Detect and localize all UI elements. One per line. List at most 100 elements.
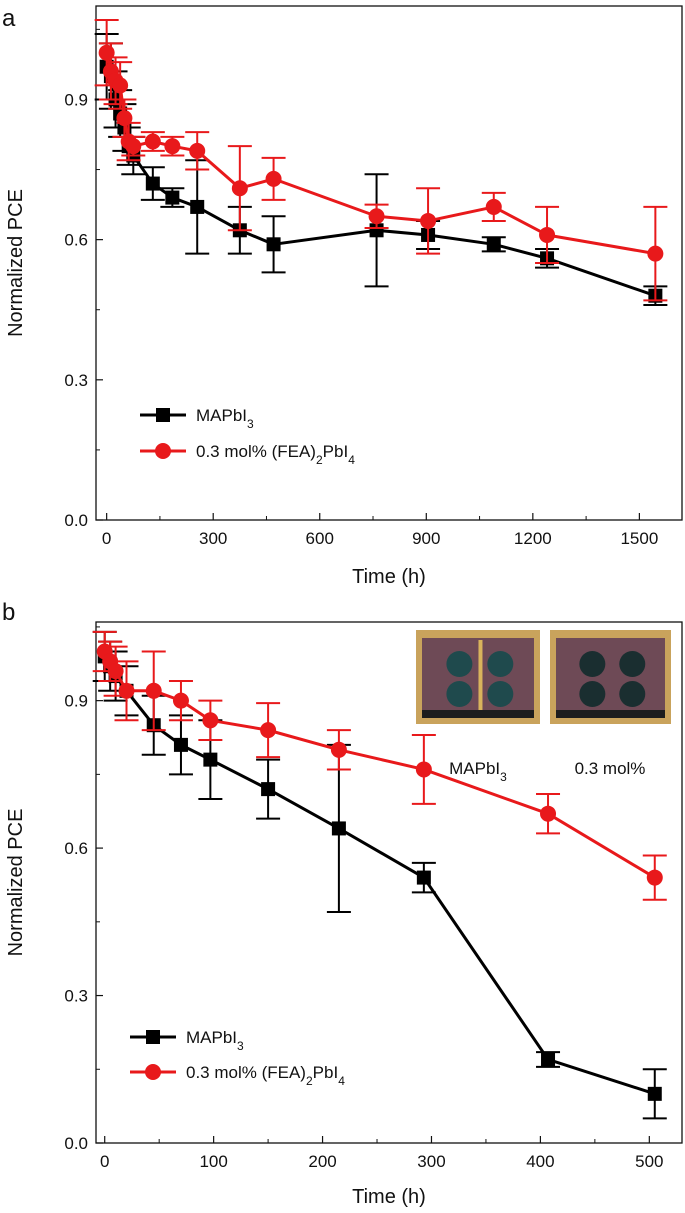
y-tick-label: 0.0 — [64, 1134, 88, 1153]
y-tick-label: 0.3 — [64, 371, 88, 390]
data-point-square — [145, 176, 160, 191]
x-tick-label: 200 — [308, 1152, 336, 1171]
plot-frame — [95, 5, 683, 521]
data-point-square — [416, 870, 431, 885]
data-point-square — [541, 1052, 556, 1067]
photo-electrode-pad — [487, 681, 514, 707]
data-point-square — [261, 782, 276, 797]
legend-label-sub: 3 — [237, 1039, 244, 1053]
photo-electrode-pad — [579, 651, 606, 677]
legend-label-rest: PbI — [323, 442, 349, 461]
inset-label: 0.3 mol% — [575, 759, 646, 778]
photo-electrode-pad — [579, 681, 606, 707]
legend-label: MAPbI3 — [196, 406, 254, 431]
legend-label: MAPbI3 — [186, 1028, 244, 1053]
series-line — [105, 66, 656, 298]
y-tick-label: 0.6 — [64, 839, 88, 858]
square-marker-icon — [146, 1030, 160, 1044]
legend-label-sub: 4 — [348, 453, 355, 467]
x-tick-label: 0 — [102, 529, 111, 548]
x-tick-label: 300 — [417, 1152, 445, 1171]
x-tick-label: 400 — [526, 1152, 554, 1171]
series-fea — [92, 630, 667, 901]
legend-label-text: MAPbI — [196, 406, 247, 425]
data-point-square — [203, 752, 218, 767]
legend-label-sub: 3 — [247, 417, 254, 431]
legend-label-text: 0.3 mol% (FEA) — [196, 442, 316, 461]
data-point-circle — [485, 198, 502, 215]
y-tick-label: 0.0 — [64, 511, 88, 530]
data-point-circle — [116, 110, 133, 127]
x-tick-label: 900 — [412, 529, 440, 548]
x-tick-label: 0 — [100, 1152, 109, 1171]
data-point-circle — [368, 208, 385, 225]
series-fea — [94, 19, 668, 302]
data-point-circle — [646, 869, 663, 886]
chart-panel-a: a 0 300 600 900 1200 1500 0.0 0.3 0.6 0.9 Time (h) N… — [2, 5, 683, 588]
x-tick-label: 600 — [306, 529, 334, 548]
chart-panel-b: b 0 100 200 300 400 500 0.0 0.3 0.6 0.9 Time (h) Nor… — [2, 599, 683, 1208]
data-point-circle — [118, 682, 135, 699]
photo-electrode-pad — [619, 681, 646, 707]
legend: MAPbI3 0.3 mol% (FEA)2PbI4 — [130, 1028, 345, 1088]
photo-bottom-strip — [422, 710, 534, 718]
photo-electrode-pad — [446, 681, 473, 707]
data-point-square — [165, 190, 180, 205]
photo-active-layer — [422, 638, 534, 716]
photo-bottom-strip — [556, 710, 665, 718]
data-point-circle — [144, 133, 161, 150]
y-axis-title: Normalized PCE — [5, 189, 27, 337]
data-point-circle — [172, 692, 189, 709]
data-point-square — [331, 821, 346, 836]
circle-marker-icon — [145, 1064, 161, 1080]
inset-label-main: MAPbI — [449, 759, 500, 778]
inset-label: MAPbI3 — [449, 759, 507, 784]
data-point-circle — [265, 170, 282, 187]
data-point-circle — [125, 138, 142, 155]
data-point-circle — [112, 77, 129, 94]
data-point-circle — [420, 212, 437, 229]
data-point-circle — [415, 761, 432, 778]
photo-electrode-pad — [487, 651, 514, 677]
data-point-square — [486, 237, 501, 252]
legend-label-text: MAPbI — [186, 1028, 237, 1047]
x-axis-title: Time (h) — [352, 1186, 426, 1208]
data-point-circle — [107, 663, 124, 680]
data-point-circle — [539, 226, 556, 243]
data-point-circle — [260, 722, 277, 739]
data-point-square — [647, 1086, 662, 1101]
legend: MAPbI3 0.3 mol% (FEA)2PbI4 — [140, 406, 355, 467]
data-point-circle — [540, 805, 557, 822]
x-tick-label: 300 — [199, 529, 227, 548]
data-point-square — [190, 199, 205, 214]
x-tick-label: 1200 — [514, 529, 552, 548]
data-point-circle — [330, 741, 347, 758]
series-mapbi3 — [94, 33, 668, 307]
legend-label: 0.3 mol% (FEA)2PbI4 — [196, 442, 355, 467]
data-point-circle — [647, 245, 664, 262]
data-point-square — [369, 223, 384, 238]
panel-label: a — [2, 5, 16, 32]
x-tick-label: 1500 — [620, 529, 658, 548]
data-point-circle — [189, 142, 206, 159]
x-tick-label: 500 — [635, 1152, 663, 1171]
x-tick-label: 100 — [199, 1152, 227, 1171]
legend-label-sub: 2 — [316, 453, 323, 467]
y-tick-label: 0.9 — [64, 692, 88, 711]
data-point-circle — [98, 44, 115, 61]
data-point-square — [266, 237, 281, 252]
device-photo — [416, 630, 540, 724]
panel-label: b — [2, 599, 15, 626]
device-photo — [550, 630, 671, 724]
circle-marker-icon — [155, 443, 171, 459]
legend-label-sub: 2 — [306, 1074, 313, 1088]
inset-photos: MAPbI3 0.3 mol% — [416, 630, 671, 784]
photo-electrode-pad — [619, 651, 646, 677]
data-point-circle — [202, 712, 219, 729]
inset-label-main: 0.3 mol% — [575, 759, 646, 778]
data-point-circle — [164, 138, 181, 155]
legend-label-text: 0.3 mol% (FEA) — [186, 1063, 306, 1082]
legend-label: 0.3 mol% (FEA)2PbI4 — [186, 1063, 345, 1088]
y-axis-title: Normalized PCE — [5, 809, 27, 957]
